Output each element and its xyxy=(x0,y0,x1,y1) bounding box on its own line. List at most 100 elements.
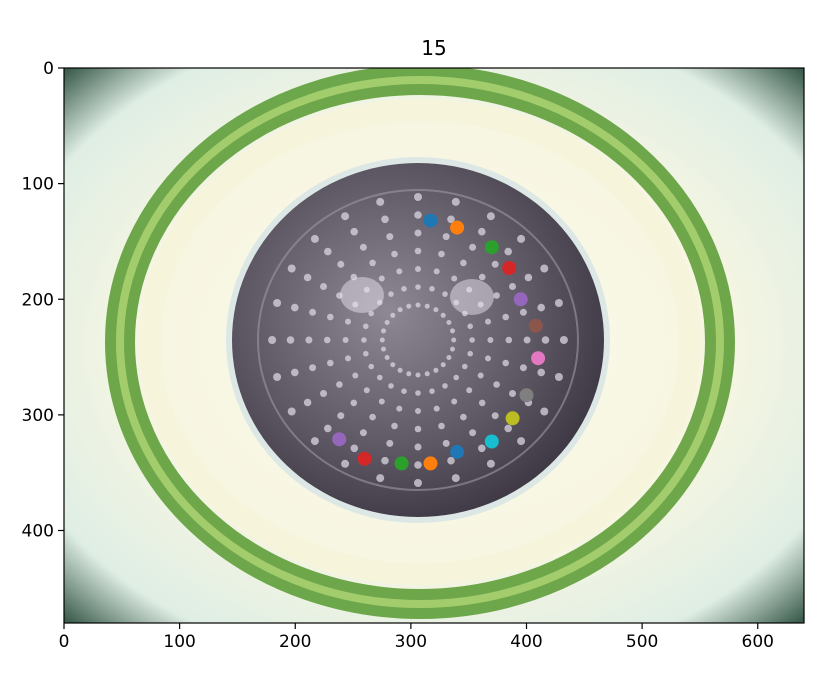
pore xyxy=(446,320,452,325)
pore xyxy=(502,313,510,321)
data-point-8 xyxy=(519,388,534,403)
pore xyxy=(414,443,422,451)
pore xyxy=(442,439,450,447)
pore xyxy=(337,260,345,268)
y-tick-label: 100 xyxy=(22,175,54,195)
pore xyxy=(406,303,412,309)
y-tick-label: 400 xyxy=(22,522,54,542)
pore xyxy=(477,372,484,379)
pore xyxy=(273,299,282,307)
pore xyxy=(447,456,455,465)
pore xyxy=(273,373,282,381)
pore xyxy=(384,320,390,325)
pore xyxy=(509,390,516,397)
pore xyxy=(414,479,422,487)
pore xyxy=(341,212,350,221)
data-point-15 xyxy=(332,432,347,447)
pore xyxy=(519,364,527,372)
background-image xyxy=(64,68,804,623)
pore xyxy=(359,429,367,437)
pore xyxy=(305,336,313,344)
pore xyxy=(342,337,349,343)
pore xyxy=(424,303,430,309)
pore xyxy=(384,355,390,360)
pore xyxy=(397,307,403,313)
data-point-10 xyxy=(484,434,499,449)
pore xyxy=(320,283,327,290)
pore xyxy=(478,399,486,407)
pore xyxy=(369,413,376,421)
x-tick-label: 600 xyxy=(742,632,774,652)
data-point-4 xyxy=(502,261,517,275)
pore xyxy=(363,323,369,330)
pore xyxy=(350,399,358,407)
pore xyxy=(469,429,477,437)
pore xyxy=(287,407,296,416)
pore xyxy=(350,227,359,236)
pore xyxy=(505,336,513,344)
pore xyxy=(359,243,367,251)
pore xyxy=(415,408,421,414)
pore xyxy=(451,337,457,343)
pore xyxy=(433,367,439,373)
pore xyxy=(336,381,343,388)
pore xyxy=(291,368,299,377)
data-point-1 xyxy=(423,213,438,228)
pore xyxy=(381,346,386,352)
pore xyxy=(519,308,527,316)
pore xyxy=(486,212,495,221)
pore xyxy=(363,350,369,357)
pore xyxy=(327,359,334,367)
pore xyxy=(460,413,467,421)
data-point-11 xyxy=(450,444,465,459)
pore xyxy=(376,197,385,206)
pore xyxy=(323,336,331,344)
pore xyxy=(363,387,370,394)
pore xyxy=(541,336,550,344)
pore xyxy=(309,308,317,316)
x-tick-label: 200 xyxy=(279,632,311,652)
pore xyxy=(388,291,394,297)
pore xyxy=(345,355,351,362)
pore xyxy=(324,424,332,433)
pore xyxy=(369,259,376,267)
pore xyxy=(462,363,468,370)
data-point-12 xyxy=(423,456,438,471)
pore xyxy=(537,303,545,312)
pore xyxy=(469,243,477,251)
pore xyxy=(486,459,495,468)
data-point-5 xyxy=(513,292,528,307)
pore xyxy=(381,215,389,224)
pore xyxy=(378,398,385,405)
pore xyxy=(320,390,327,397)
pore xyxy=(324,247,332,256)
pore xyxy=(309,364,317,372)
pore xyxy=(391,422,398,430)
pore xyxy=(523,336,531,344)
pore xyxy=(451,275,458,282)
pore xyxy=(438,422,445,430)
pore xyxy=(460,259,467,267)
pore xyxy=(415,372,421,378)
pore xyxy=(491,412,499,420)
pore xyxy=(485,318,491,325)
pore xyxy=(388,383,394,389)
pore xyxy=(361,337,367,343)
pore xyxy=(303,398,312,407)
pore xyxy=(291,303,299,312)
pore xyxy=(414,193,422,201)
pore xyxy=(401,286,407,292)
pore xyxy=(397,367,403,373)
pore xyxy=(390,312,396,318)
pore xyxy=(303,273,312,282)
chart-title: 15 xyxy=(421,36,446,60)
pore xyxy=(396,405,403,412)
pore xyxy=(442,383,448,389)
pore xyxy=(433,307,439,313)
pore xyxy=(368,310,375,317)
pore xyxy=(524,273,533,282)
data-point-6 xyxy=(528,318,543,333)
x-tick-label: 0 xyxy=(59,632,70,652)
pore xyxy=(493,381,500,388)
pore xyxy=(415,266,421,272)
